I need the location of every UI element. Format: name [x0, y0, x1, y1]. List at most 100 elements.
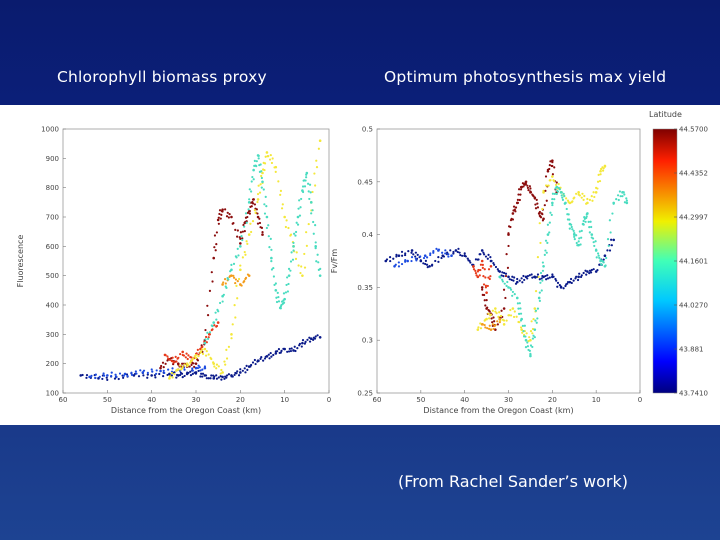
fvfm-data-point	[584, 269, 587, 272]
fluorescence-y-tick-label: 200	[46, 360, 59, 368]
fluorescence-y-tick-label: 100	[46, 390, 59, 398]
fvfm-data-point	[553, 192, 556, 195]
fluorescence-data-point	[241, 237, 244, 240]
fvfm-data-point	[507, 225, 511, 228]
fluorescence-x-tick-label: 40	[147, 396, 156, 404]
fvfm-data-point	[522, 274, 525, 278]
fluorescence-data-point	[239, 245, 242, 248]
fluorescence-data-point	[270, 248, 273, 251]
fluorescence-data-point	[199, 369, 202, 372]
fvfm-data-point	[590, 225, 593, 229]
fluorescence-data-point	[251, 198, 255, 201]
fluorescence-data-point	[274, 165, 278, 169]
fvfm-data-point	[622, 191, 625, 194]
fvfm-data-point	[452, 252, 455, 255]
fvfm-data-point	[392, 257, 395, 260]
fluorescence-data-point	[191, 369, 194, 372]
fluorescence-data-point	[168, 377, 171, 380]
fluorescence-data-point	[276, 291, 279, 294]
fluorescence-data-point	[303, 266, 307, 269]
fvfm-data-point	[539, 216, 543, 219]
fluorescence-data-point	[235, 284, 238, 287]
fvfm-data-point	[491, 324, 494, 328]
fluorescence-series-4	[168, 139, 322, 380]
fvfm-data-point	[556, 281, 560, 284]
fluorescence-data-point	[194, 353, 198, 357]
fvfm-data-point	[571, 228, 574, 231]
fluorescence-data-point	[163, 371, 166, 375]
fvfm-data-point	[487, 276, 490, 279]
fluorescence-data-point	[294, 257, 298, 261]
fluorescence-data-point	[142, 369, 146, 372]
fvfm-data-point	[419, 259, 422, 262]
fvfm-data-point	[447, 255, 450, 258]
fluorescence-data-point	[301, 189, 304, 192]
fvfm-data-point	[415, 259, 418, 262]
fvfm-data-point	[589, 271, 593, 274]
fvfm-data-point	[483, 319, 486, 322]
fluorescence-data-point	[221, 371, 224, 374]
fvfm-data-point	[502, 288, 506, 291]
fvfm-data-point	[484, 284, 488, 287]
fluorescence-data-point	[239, 268, 242, 272]
fvfm-data-point	[526, 277, 529, 280]
fluorescence-data-point	[262, 161, 265, 164]
fvfm-data-point	[572, 197, 575, 200]
fluorescence-data-point	[146, 373, 149, 376]
fluorescence-data-point	[277, 300, 281, 303]
fluorescence-data-point	[244, 216, 248, 219]
fluorescence-data-point	[200, 346, 203, 349]
fluorescence-data-point	[318, 274, 322, 277]
fvfm-data-point	[464, 255, 468, 258]
fvfm-data-point	[577, 191, 580, 194]
fluorescence-data-point	[315, 260, 318, 263]
fluorescence-data-point	[105, 376, 108, 379]
fluorescence-data-point	[209, 377, 212, 380]
fvfm-data-point	[602, 261, 605, 264]
fvfm-data-point	[561, 198, 565, 202]
fvfm-data-point	[586, 270, 589, 273]
fluorescence-data-point	[280, 349, 283, 352]
fluorescence-data-point	[298, 344, 301, 347]
fvfm-data-point	[461, 254, 464, 257]
fluorescence-data-point	[274, 289, 278, 292]
fvfm-data-point	[615, 198, 618, 201]
fluorescence-data-point	[173, 372, 176, 376]
fluorescence-data-point	[192, 362, 195, 365]
fvfm-data-point	[522, 330, 525, 333]
fluorescence-data-point	[98, 375, 101, 378]
fvfm-data-point	[577, 240, 580, 243]
fluorescence-data-point	[159, 366, 162, 370]
fluorescence-data-point	[272, 266, 275, 270]
fvfm-data-point	[577, 243, 580, 247]
fluorescence-data-point	[218, 301, 222, 305]
fluorescence-data-point	[252, 168, 255, 172]
fluorescence-data-point	[258, 221, 262, 225]
fluorescence-data-point	[134, 370, 137, 373]
fluorescence-data-point	[208, 289, 212, 292]
fluorescence-data-point	[201, 352, 205, 355]
fluorescence-data-point	[142, 374, 145, 377]
fvfm-data-point	[583, 217, 586, 220]
fvfm-data-point	[591, 199, 594, 202]
fvfm-data-point	[536, 206, 540, 209]
fluorescence-data-point	[255, 160, 258, 163]
fluorescence-data-point	[224, 282, 227, 285]
fvfm-data-point	[480, 286, 484, 289]
fluorescence-data-point	[263, 203, 266, 206]
fvfm-data-point	[404, 253, 407, 257]
fvfm-data-point	[575, 192, 578, 195]
fluorescence-data-point	[194, 356, 198, 360]
fluorescence-data-point	[258, 191, 262, 194]
fvfm-data-point	[425, 263, 429, 266]
fluorescence-data-point	[174, 355, 177, 358]
fluorescence-data-point	[300, 345, 303, 348]
fvfm-data-point	[481, 266, 484, 270]
fvfm-data-point	[512, 315, 516, 319]
fvfm-data-point	[563, 202, 566, 205]
fluorescence-data-point	[206, 314, 210, 317]
fvfm-data-point	[568, 201, 572, 205]
fluorescence-data-point	[287, 350, 291, 353]
fvfm-series-2	[480, 159, 559, 331]
fluorescence-data-point	[311, 190, 314, 194]
